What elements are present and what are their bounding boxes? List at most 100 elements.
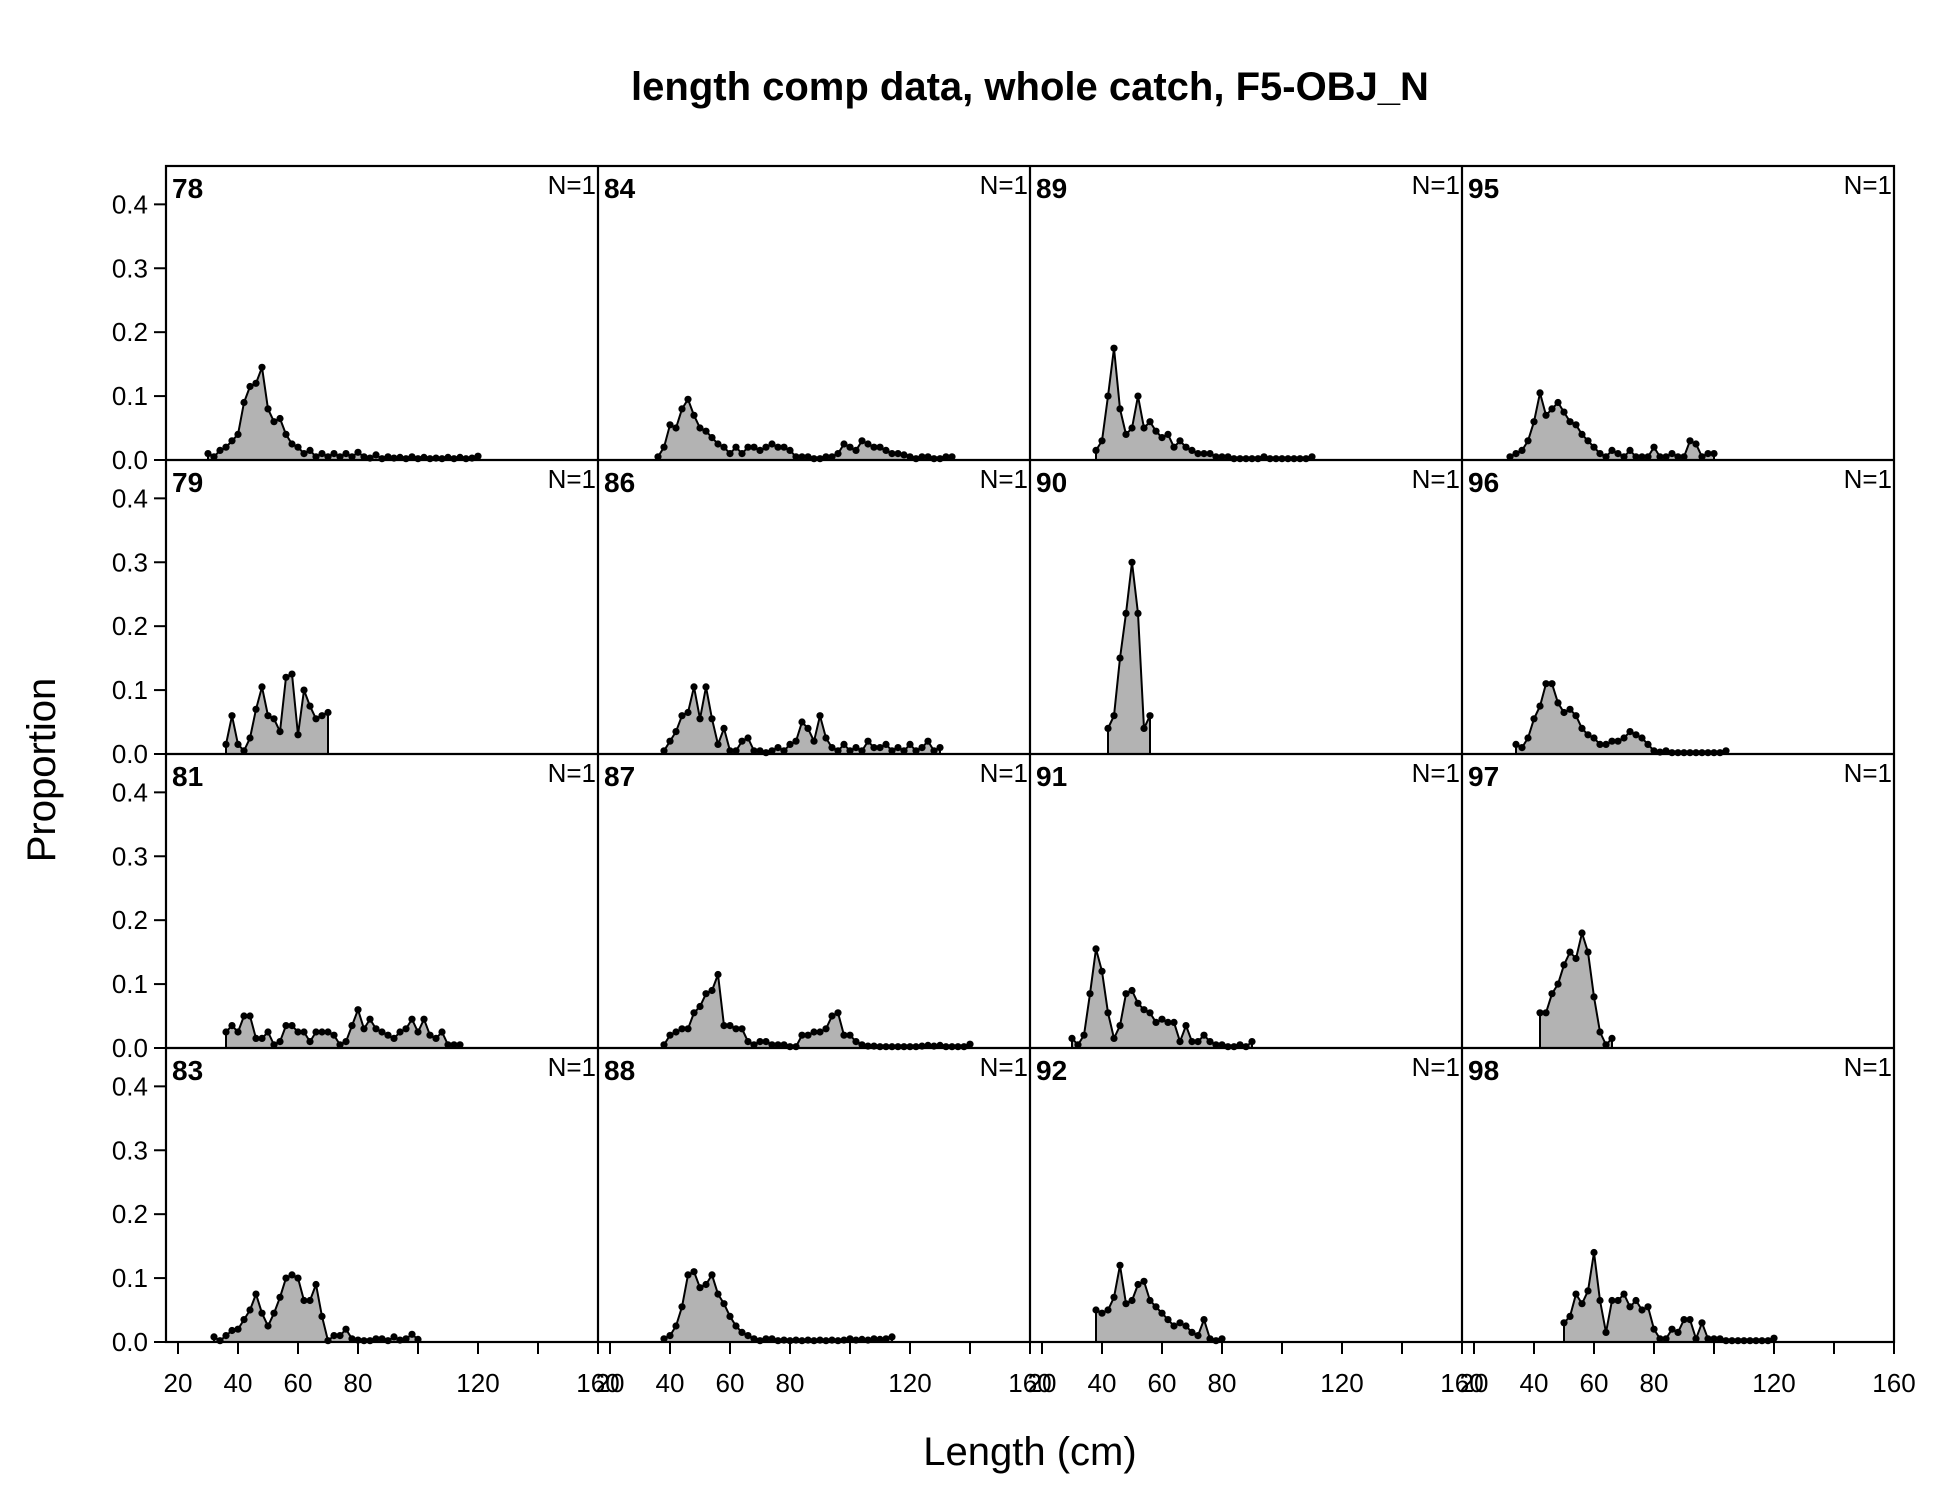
data-point [348,453,356,461]
data-point [258,1034,266,1042]
data-point [312,453,320,461]
data-point [324,1337,332,1345]
data-point [1632,1296,1640,1305]
data-point [1188,446,1196,454]
data-point [1698,1319,1706,1327]
data-point [276,1293,284,1301]
x-tick-label: 60 [1148,1368,1177,1398]
panel-year-label: 96 [1468,467,1499,498]
data-point [384,453,392,461]
data-point [390,1333,398,1341]
data-point [1188,1328,1196,1336]
data-point [1596,1296,1604,1305]
data-point [1140,1006,1148,1014]
data-point [1194,1332,1202,1340]
data-point [846,747,854,755]
data-point [714,970,722,979]
data-point [732,443,740,451]
data-point [312,715,320,723]
data-point [792,737,800,745]
y-tick-label: 0.1 [112,969,148,999]
data-point [1602,1041,1610,1049]
data-point [816,712,824,720]
data-point [216,1337,224,1345]
data-point [1620,734,1628,742]
data-point [804,453,812,461]
data-point [1584,948,1592,956]
data-point [780,443,788,451]
data-point [822,453,830,461]
data-point [1662,747,1670,755]
panel-year-label: 83 [172,1055,203,1086]
data-point [408,453,416,461]
data-point [786,740,794,749]
data-point [726,747,734,755]
data-point [684,395,692,403]
y-tick-label: 0.4 [112,483,148,513]
panel-year-label: 78 [172,173,203,204]
data-point [822,1025,830,1033]
data-point [1092,446,1100,454]
data-point [1134,609,1142,618]
data-point [1122,609,1130,618]
data-point [288,1271,296,1279]
chart-title: length comp data, whole catch, F5-OBJ_N [631,65,1429,109]
data-point [222,740,230,749]
data-point [828,453,836,461]
data-point [300,686,308,694]
data-point [858,747,866,755]
data-point [1566,705,1574,713]
data-point [840,440,848,448]
data-point [906,453,914,461]
panel-n-label: N=1 [980,170,1028,200]
data-point [1068,1034,1076,1042]
panel-n-label: N=1 [1412,464,1460,494]
y-tick-label: 0.4 [112,189,148,219]
comp-area [1516,683,1726,754]
data-point [1614,450,1622,458]
data-point [1596,1028,1604,1036]
data-point [1614,737,1622,745]
x-tick-label: 120 [456,1368,499,1398]
data-point [342,1038,350,1046]
data-point [774,443,782,451]
data-point [1644,740,1652,749]
data-point [1176,1319,1184,1327]
data-point [1140,424,1148,432]
data-point [846,1335,854,1343]
data-point [762,1038,770,1046]
data-point [1518,744,1526,752]
data-point [1572,954,1580,963]
data-point [348,1335,356,1343]
data-point [666,737,674,745]
comp-area [664,1271,892,1342]
x-tick-label: 80 [344,1368,373,1398]
data-point [402,1025,410,1033]
data-point [306,446,314,454]
data-point [690,1268,698,1276]
data-point [1260,453,1268,461]
x-tick-label: 160 [1872,1368,1915,1398]
data-point [876,443,884,451]
panel-n-label: N=1 [1844,1052,1892,1082]
data-point [702,683,710,691]
data-point [966,1040,974,1048]
data-point [852,446,860,454]
data-point [708,715,716,723]
data-point [1074,1041,1082,1049]
data-point [282,1274,290,1282]
x-tick-label: 40 [1088,1368,1117,1398]
data-point [276,414,284,423]
data-point [882,446,890,454]
data-point [228,712,236,720]
data-point [810,737,818,745]
data-point [1116,1261,1124,1269]
data-point [744,443,752,451]
x-tick-label: 120 [888,1368,931,1398]
data-point [1566,1312,1574,1320]
data-point [1170,443,1178,451]
data-point [1590,734,1598,742]
data-point [1608,446,1616,454]
data-point [258,363,266,371]
data-point [1680,453,1688,461]
